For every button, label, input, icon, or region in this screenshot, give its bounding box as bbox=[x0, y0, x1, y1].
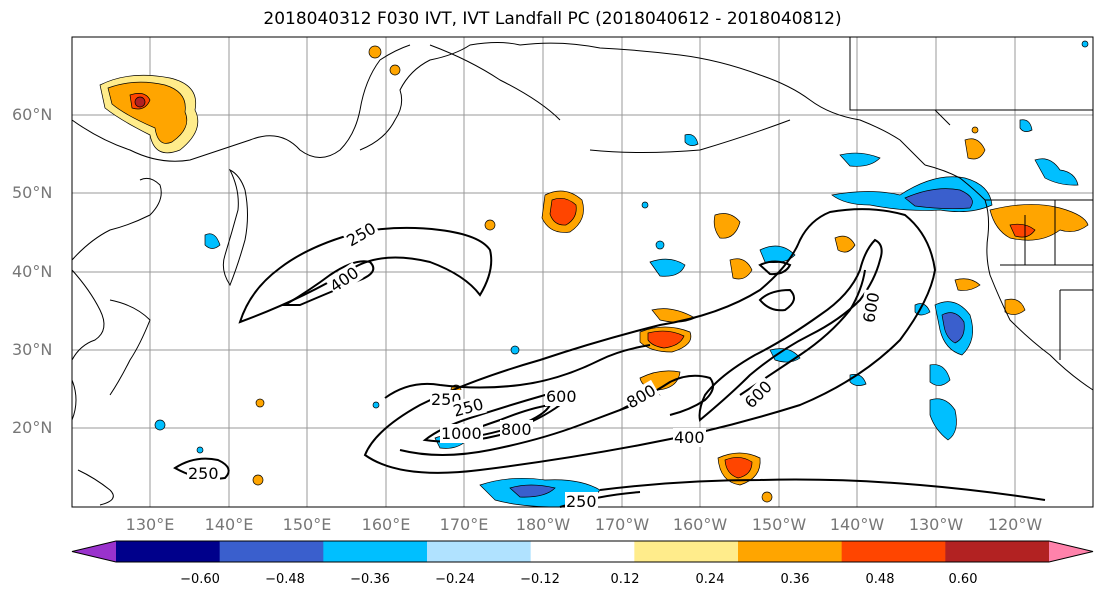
colorbar-tick-label: 0.48 bbox=[865, 572, 895, 587]
lon-label-170e: 170°E bbox=[439, 515, 489, 534]
contour-label-250-south: 250 bbox=[187, 464, 220, 483]
colorbar-tick-label: −0.48 bbox=[265, 572, 305, 587]
coastlines bbox=[71, 37, 1094, 506]
contour-label-250-bottom: 250 bbox=[565, 492, 598, 511]
colorbar-tick-label: 0.24 bbox=[695, 572, 725, 587]
colorbar-extend-high bbox=[1049, 541, 1093, 562]
lat-label-60n: 60°N bbox=[12, 105, 53, 124]
lat-label-30n: 30°N bbox=[12, 340, 53, 359]
colorbar-extend-low bbox=[72, 541, 116, 562]
colorbar-outline bbox=[71, 540, 1094, 563]
lon-label-150w: 150°W bbox=[751, 515, 807, 534]
colorbar-tick-label: 0.36 bbox=[780, 572, 810, 587]
colorbar-tick-label: 0.60 bbox=[948, 572, 978, 587]
lon-label-170w: 170°W bbox=[594, 515, 650, 534]
lon-label-140w: 140°W bbox=[829, 515, 885, 534]
colorbar-segment bbox=[738, 541, 843, 562]
lon-label-140e: 140°E bbox=[204, 515, 254, 534]
lon-label-180w: 180°W bbox=[515, 515, 571, 534]
colorbar-tick-label: −0.60 bbox=[180, 572, 220, 587]
colorbar-segment bbox=[116, 541, 221, 562]
lon-label-130w: 130°W bbox=[908, 515, 964, 534]
contour-label-400-c: 400 bbox=[673, 428, 706, 447]
colorbar-segment bbox=[841, 541, 946, 562]
lon-label-120w: 120°W bbox=[987, 515, 1043, 534]
lon-label-160w: 160°W bbox=[672, 515, 728, 534]
colorbar bbox=[71, 540, 1094, 563]
contour-label-1000: 1000 bbox=[440, 424, 483, 443]
contour-label-800-b: 800 bbox=[500, 420, 533, 439]
lon-label-160e: 160°E bbox=[361, 515, 411, 534]
colorbar-segment bbox=[323, 541, 428, 562]
lon-label-150e: 150°E bbox=[282, 515, 332, 534]
colorbar-segment bbox=[530, 541, 635, 562]
colorbar-segment bbox=[219, 541, 324, 562]
lon-label-130e: 130°E bbox=[125, 515, 175, 534]
lat-label-40n: 40°N bbox=[12, 262, 53, 281]
pc-shading bbox=[99, 40, 1089, 508]
contour-label-600-a: 600 bbox=[545, 387, 578, 406]
colorbar-tick-label: −0.36 bbox=[350, 572, 390, 587]
map-title: 2018040312 F030 IVT, IVT Landfall PC (20… bbox=[263, 9, 842, 29]
lat-label-20n: 20°N bbox=[12, 418, 53, 437]
lat-label-50n: 50°N bbox=[12, 183, 53, 202]
colorbar-segment bbox=[427, 541, 532, 562]
colorbar-tick-label: 0.12 bbox=[610, 572, 640, 587]
colorbar-tick-label: −0.12 bbox=[520, 572, 560, 587]
colorbar-segment bbox=[945, 541, 1050, 562]
colorbar-segment bbox=[634, 541, 739, 562]
colorbar-tick-label: −0.24 bbox=[435, 572, 475, 587]
